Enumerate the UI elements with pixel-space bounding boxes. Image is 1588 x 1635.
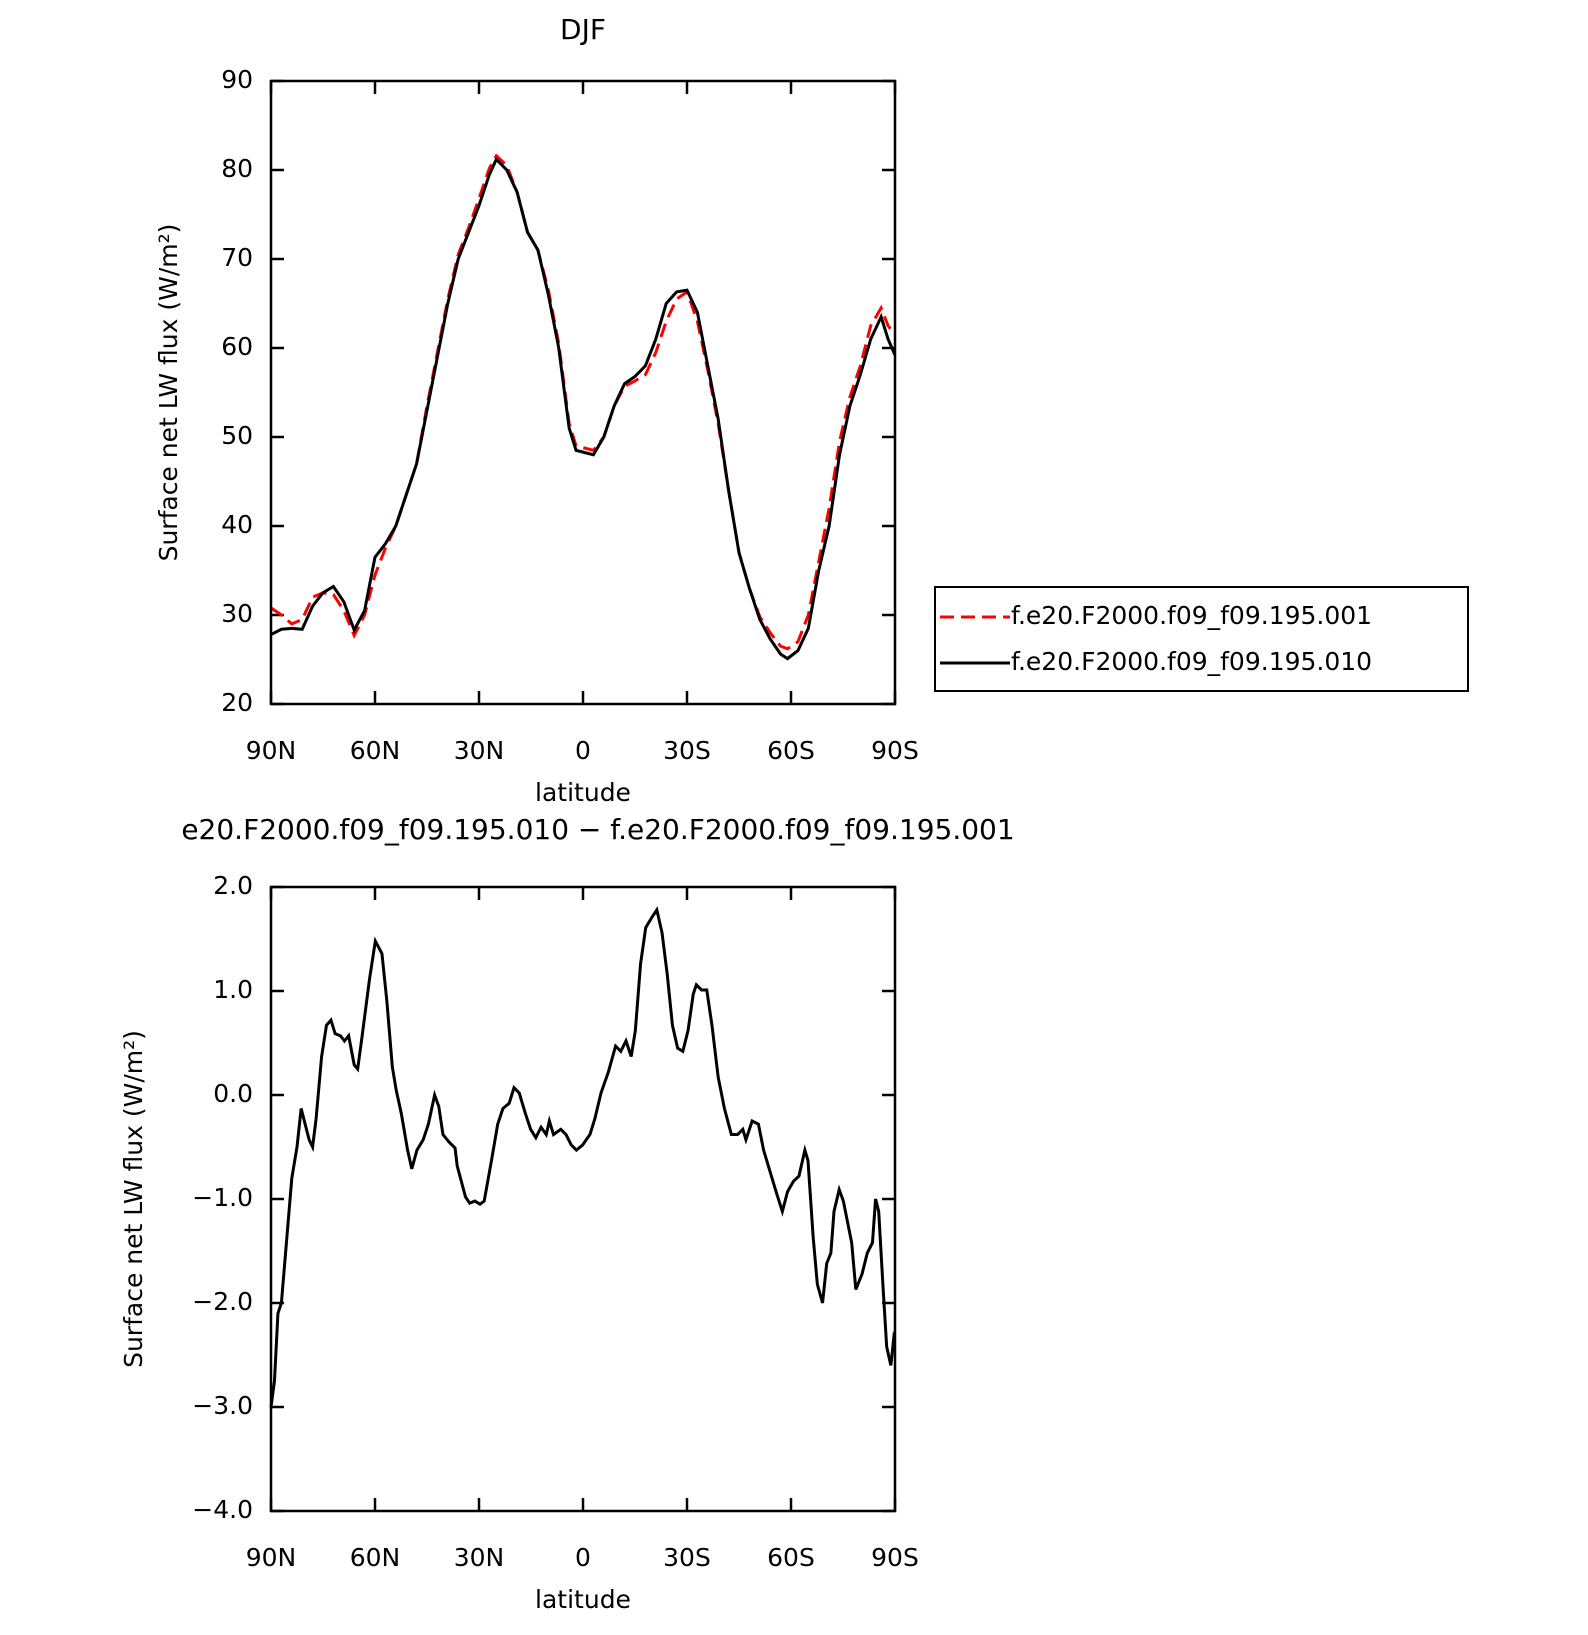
y-tick-label: 2.0 xyxy=(213,871,253,900)
x-tick-label: 60S xyxy=(767,736,815,765)
x-tick-label: 0 xyxy=(575,736,591,765)
chart-title: e20.F2000.f09_f09.195.010 − f.e20.F2000.… xyxy=(181,813,1014,846)
y-tick-label: 50 xyxy=(221,421,253,450)
x-tick-label: 90N xyxy=(246,1543,297,1572)
x-axis-label: latitude xyxy=(535,778,631,807)
legend-label: f.e20.F2000.f09_f09.195.001 xyxy=(1011,601,1372,630)
data-line xyxy=(269,906,897,1408)
y-tick-label: −4.0 xyxy=(192,1495,253,1524)
legend-box xyxy=(934,586,1469,692)
y-tick-label: −2.0 xyxy=(192,1287,253,1316)
y-tick-label: 80 xyxy=(221,154,253,183)
y-tick-label: 0.0 xyxy=(213,1079,253,1108)
x-tick-label: 30N xyxy=(454,736,505,765)
x-tick-label: 60S xyxy=(767,1543,815,1572)
x-tick-label: 60N xyxy=(350,736,401,765)
data-line xyxy=(270,153,897,651)
y-tick-label: −1.0 xyxy=(192,1183,253,1212)
data-line xyxy=(270,156,897,661)
plot-frame xyxy=(269,79,897,706)
y-tick-label: 90 xyxy=(221,65,253,94)
y-tick-label: 1.0 xyxy=(213,975,253,1004)
x-tick-label: 30S xyxy=(663,736,711,765)
legend-label: f.e20.F2000.f09_f09.195.010 xyxy=(1011,647,1372,676)
y-axis-label: Surface net LW flux (W/m²) xyxy=(154,224,183,562)
x-tick-label: 30N xyxy=(454,1543,505,1572)
x-tick-label: 60N xyxy=(350,1543,401,1572)
y-tick-label: 20 xyxy=(221,688,253,717)
y-tick-label: 70 xyxy=(221,243,253,272)
x-tick-label: 30S xyxy=(663,1543,711,1572)
y-axis-label: Surface net LW flux (W/m²) xyxy=(119,1030,148,1368)
plot-frame xyxy=(269,885,897,1513)
x-tick-label: 0 xyxy=(575,1543,591,1572)
y-tick-label: 60 xyxy=(221,332,253,361)
x-tick-label: 90N xyxy=(246,736,297,765)
x-tick-label: 90S xyxy=(871,736,919,765)
x-tick-label: 90S xyxy=(871,1543,919,1572)
y-tick-label: 40 xyxy=(221,510,253,539)
chart-title: DJF xyxy=(560,13,606,46)
y-tick-label: 30 xyxy=(221,599,253,628)
y-tick-label: −3.0 xyxy=(192,1391,253,1420)
x-axis-label: latitude xyxy=(535,1585,631,1614)
